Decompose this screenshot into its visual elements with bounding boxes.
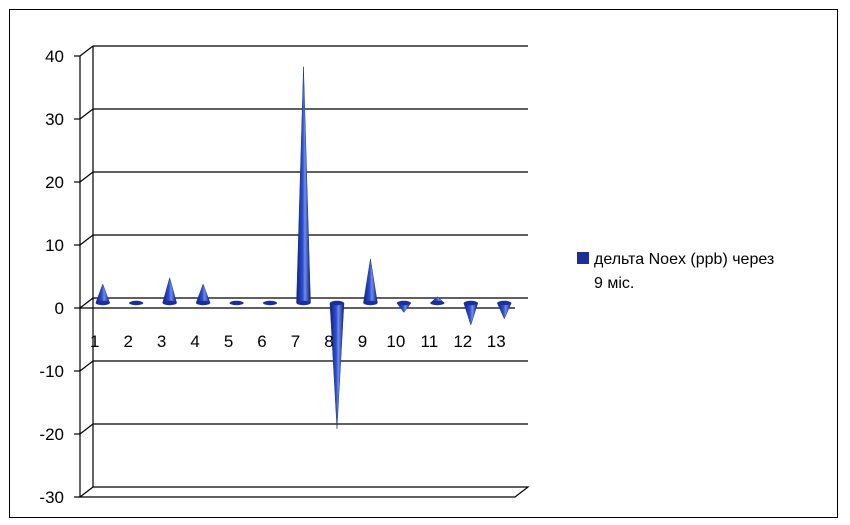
legend-swatch <box>577 252 589 264</box>
bar <box>129 300 144 306</box>
gridlines <box>78 45 530 498</box>
gridline-depth <box>79 297 94 309</box>
y-tick-label: -20 <box>39 425 64 444</box>
bar <box>363 258 378 306</box>
gridline-depth <box>79 360 94 372</box>
x-tick-label: 8 <box>324 332 333 351</box>
x-tick-label: 7 <box>291 332 300 351</box>
x-tick-label: 4 <box>190 332 199 351</box>
bar <box>229 300 244 306</box>
x-tick-label: 11 <box>421 332 439 351</box>
y-tick-label: 10 <box>45 236 64 255</box>
x-tick-label: 3 <box>157 332 166 351</box>
x-tick-label: 2 <box>123 332 132 351</box>
y-tick-label: 30 <box>45 110 64 129</box>
x-tick-label: 10 <box>386 332 405 351</box>
series-cones <box>95 66 512 430</box>
bar <box>463 300 479 326</box>
bar <box>162 276 177 306</box>
y-tick-label: 20 <box>45 173 64 192</box>
bar <box>95 283 111 306</box>
chart-area <box>9 9 838 518</box>
x-tick-label: 13 <box>487 332 506 351</box>
x-tick-label: 9 <box>358 332 367 351</box>
x-tick-label: 6 <box>257 332 266 351</box>
gridline-depth <box>79 171 94 183</box>
y-tick-label: -30 <box>39 488 64 507</box>
x-tick-label: 5 <box>224 332 233 351</box>
x-tick-label: 1 <box>90 332 99 351</box>
legend-label-line2: 9 міс. <box>594 275 634 292</box>
gridline-depth <box>79 45 94 57</box>
bar <box>429 296 445 306</box>
bar <box>262 300 278 306</box>
gridline-depth <box>79 108 94 120</box>
bar <box>329 300 345 430</box>
legend-label-line1: дельта Noex (ppb) через <box>594 251 774 268</box>
y-tick-label: 0 <box>55 299 64 318</box>
axes <box>79 46 515 497</box>
x-tick-labels: 1 2 3 4 5 6 7 8 9 10 11 12 13 <box>90 332 506 351</box>
legend: дельта Noex (ppb) через 9 міс. <box>577 251 774 292</box>
gridline-depth <box>79 423 94 435</box>
bar <box>496 300 512 320</box>
bar <box>296 66 311 306</box>
bar <box>195 283 211 306</box>
x-tick-label: 12 <box>453 332 472 351</box>
floor-outline <box>78 486 530 498</box>
bar <box>396 300 412 313</box>
y-tick-label: -10 <box>39 362 64 381</box>
y-tick-label: 40 <box>45 47 64 66</box>
y-tick-labels: -30 -20 -10 0 10 20 30 40 <box>39 47 80 507</box>
gridline-depth <box>79 234 94 246</box>
